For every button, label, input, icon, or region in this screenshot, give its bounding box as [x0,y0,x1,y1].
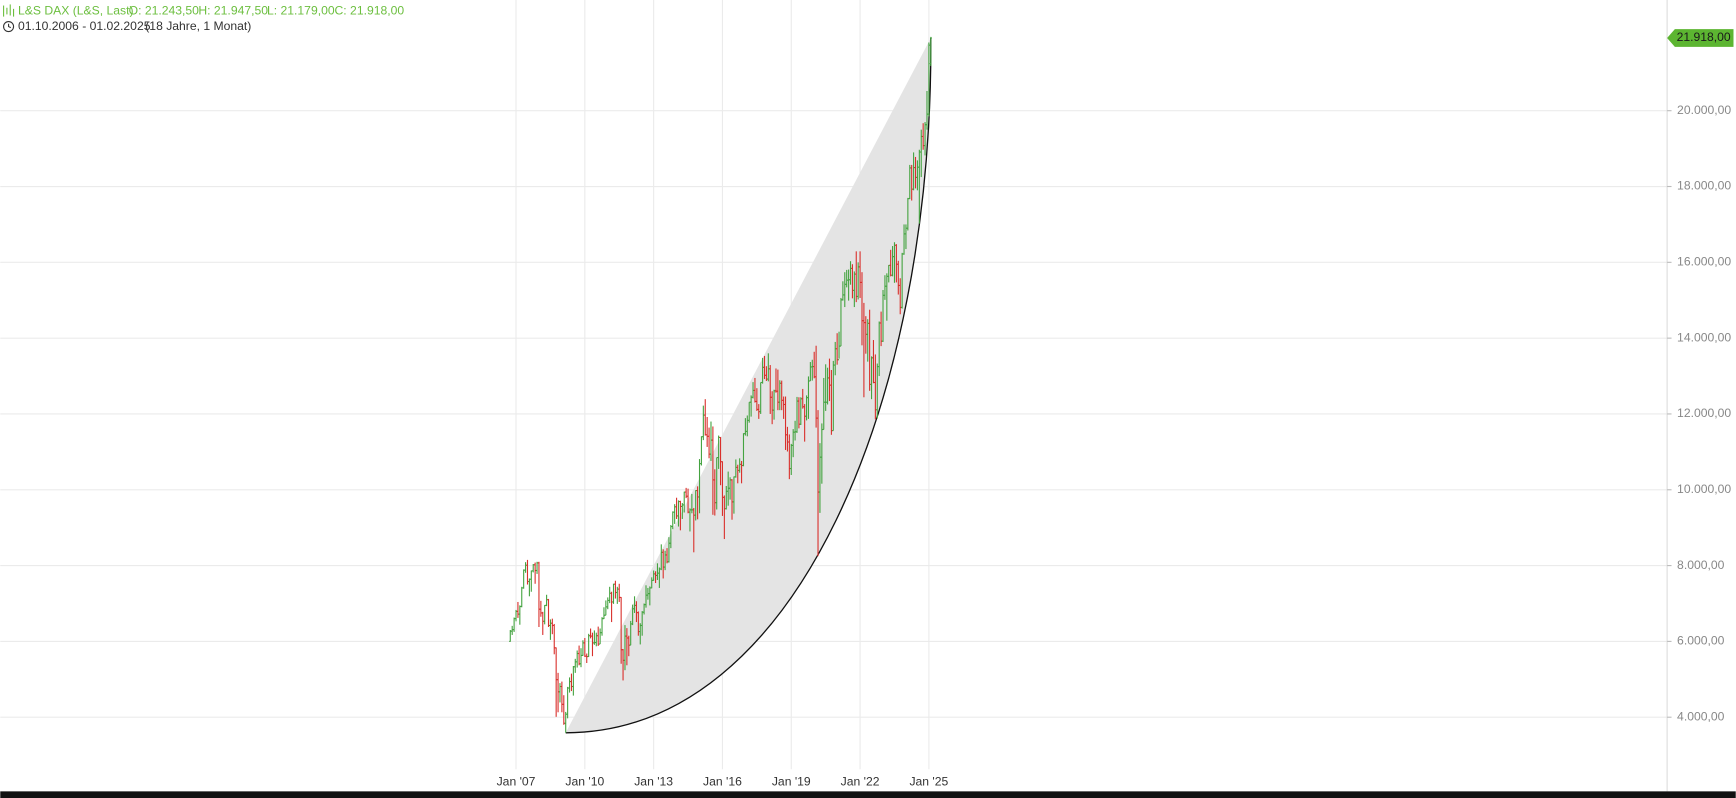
x-tick-label: Jan '07 [497,775,536,789]
last-price-tag [1667,29,1734,47]
duration: (18 Jahre, 1 Monat) [145,19,251,33]
drawing-curve [565,37,932,734]
clock-icon [3,21,15,33]
y-tick-label: 16.000,00 [1677,255,1731,269]
drawing-fill [565,37,931,733]
y-tick-label: 18.000,00 [1677,179,1731,193]
last-price-label: 21.918,00 [1677,30,1731,44]
y-tick-label: 14.000,00 [1677,330,1731,344]
x-tick-label: Jan '19 [772,775,811,789]
instrument-icon [3,4,15,17]
x-tick-label: Jan '25 [909,775,948,789]
ohlc-value: O: 21.243,50 [129,3,200,17]
bottom-bar [0,791,1736,798]
ohlc-value: L: 21.179,00 [267,3,335,17]
period: 01.10.2006 - 01.02.2025 [18,19,151,33]
x-tick-label: Jan '16 [703,775,742,789]
ohlc-bars [509,36,932,733]
drawing [565,37,932,734]
header: L&S DAX (L&S, Last) 01.10.2006 - 01.02.2… [3,3,405,33]
x-tick-label: Jan '22 [841,775,880,789]
y-tick-label: 12.000,00 [1677,406,1731,420]
ohlc-value: H: 21.947,50 [198,3,268,17]
y-tick-label: 4.000,00 [1677,709,1725,723]
y-tick-label: 8.000,00 [1677,558,1725,572]
ohlc-value: C: 21.918,00 [335,3,405,17]
x-tick-label: Jan '13 [634,775,673,789]
x-tick-label: Jan '10 [565,775,604,789]
y-tick-label: 10.000,00 [1677,482,1731,496]
y-tick-label: 20.000,00 [1677,103,1731,117]
y-tick-label: 6.000,00 [1677,634,1725,648]
instrument-title: L&S DAX (L&S, Last) [18,3,134,17]
